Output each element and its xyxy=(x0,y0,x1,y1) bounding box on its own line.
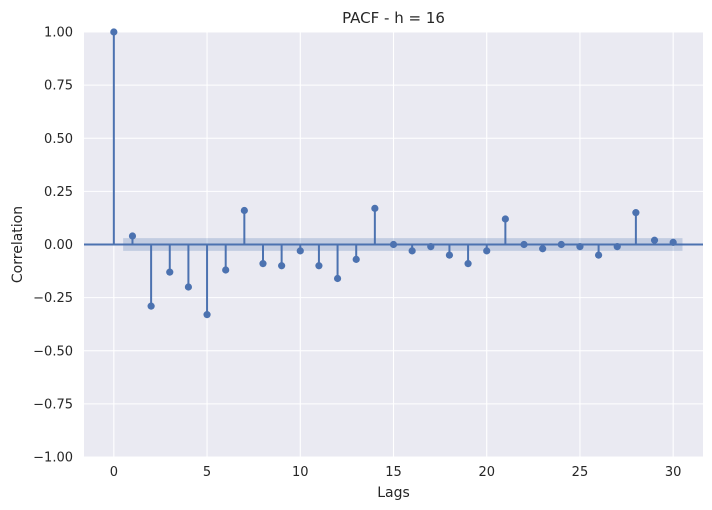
y-tick-label: −0.50 xyxy=(33,344,73,359)
x-tick-label: 15 xyxy=(385,465,402,480)
data-point xyxy=(650,236,659,244)
points xyxy=(110,28,677,319)
data-point xyxy=(371,204,379,212)
y-tick-label: 0.00 xyxy=(44,238,73,253)
data-point xyxy=(259,260,267,268)
data-point xyxy=(520,240,528,249)
x-tick-label: 25 xyxy=(572,465,589,480)
x-tick-label: 5 xyxy=(203,465,211,480)
data-point xyxy=(669,238,677,246)
data-point xyxy=(427,243,435,251)
data-point xyxy=(408,247,416,255)
data-point xyxy=(110,28,118,36)
x-tick-labels: 0 5 10 15 20 25 30 xyxy=(110,465,682,480)
data-point xyxy=(222,266,230,274)
data-point xyxy=(576,243,584,251)
data-point xyxy=(333,274,342,283)
y-tick-label: 1.00 xyxy=(44,26,73,41)
data-point xyxy=(315,262,323,270)
x-tick-label: 10 xyxy=(292,465,309,480)
data-point xyxy=(613,243,621,251)
y-tick-label: 0.50 xyxy=(44,132,73,147)
data-point xyxy=(594,251,603,259)
y-tick-labels: −1.00 −0.75 −0.50 −0.25 0.00 0.25 0.50 0.75 1.00 xyxy=(33,26,73,466)
y-tick-label: −0.75 xyxy=(33,397,73,412)
data-point xyxy=(539,245,547,253)
data-point xyxy=(464,260,472,268)
y-axis-title: Correlation xyxy=(10,206,26,283)
data-point xyxy=(128,232,137,240)
data-point xyxy=(278,262,286,270)
data-point xyxy=(389,240,398,249)
grid-lines xyxy=(84,31,703,458)
y-tick-label: 0.75 xyxy=(44,79,73,94)
x-tick-label: 20 xyxy=(478,465,495,480)
x-tick-label: 30 xyxy=(665,465,682,480)
data-point xyxy=(352,255,360,263)
chart-title: PACF - h = 16 xyxy=(342,9,445,27)
data-point xyxy=(240,206,248,215)
data-point xyxy=(166,268,174,276)
x-axis-title: Lags xyxy=(377,485,410,501)
data-point xyxy=(184,283,193,291)
data-point xyxy=(632,209,640,217)
data-point xyxy=(147,302,155,310)
data-point xyxy=(483,247,491,255)
data-point xyxy=(557,240,565,249)
y-tick-label: −0.25 xyxy=(33,291,73,306)
x-tick-label: 0 xyxy=(110,465,118,480)
y-tick-label: −1.00 xyxy=(33,451,73,466)
data-point xyxy=(501,215,509,223)
data-point xyxy=(445,251,454,259)
data-point xyxy=(296,247,304,255)
data-point xyxy=(203,311,211,319)
y-tick-label: 0.25 xyxy=(44,185,73,200)
